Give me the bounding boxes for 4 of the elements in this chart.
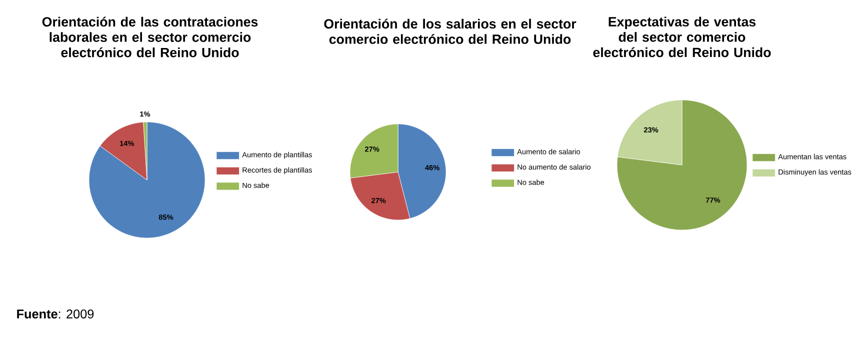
chart-title: Expectativas de ventas del sector comercio electrónico del Reino Unido — [593, 16, 771, 58]
chart-title: Orientación de los salarios en el sector comercio electrónico del Reino Unido — [324, 18, 576, 44]
text: Fuente: 2009 — [17, 310, 94, 318]
chart-title: Orientación de las contrataciones laborales en el sector comercio electrónico del Reino Unido — [42, 16, 258, 58]
